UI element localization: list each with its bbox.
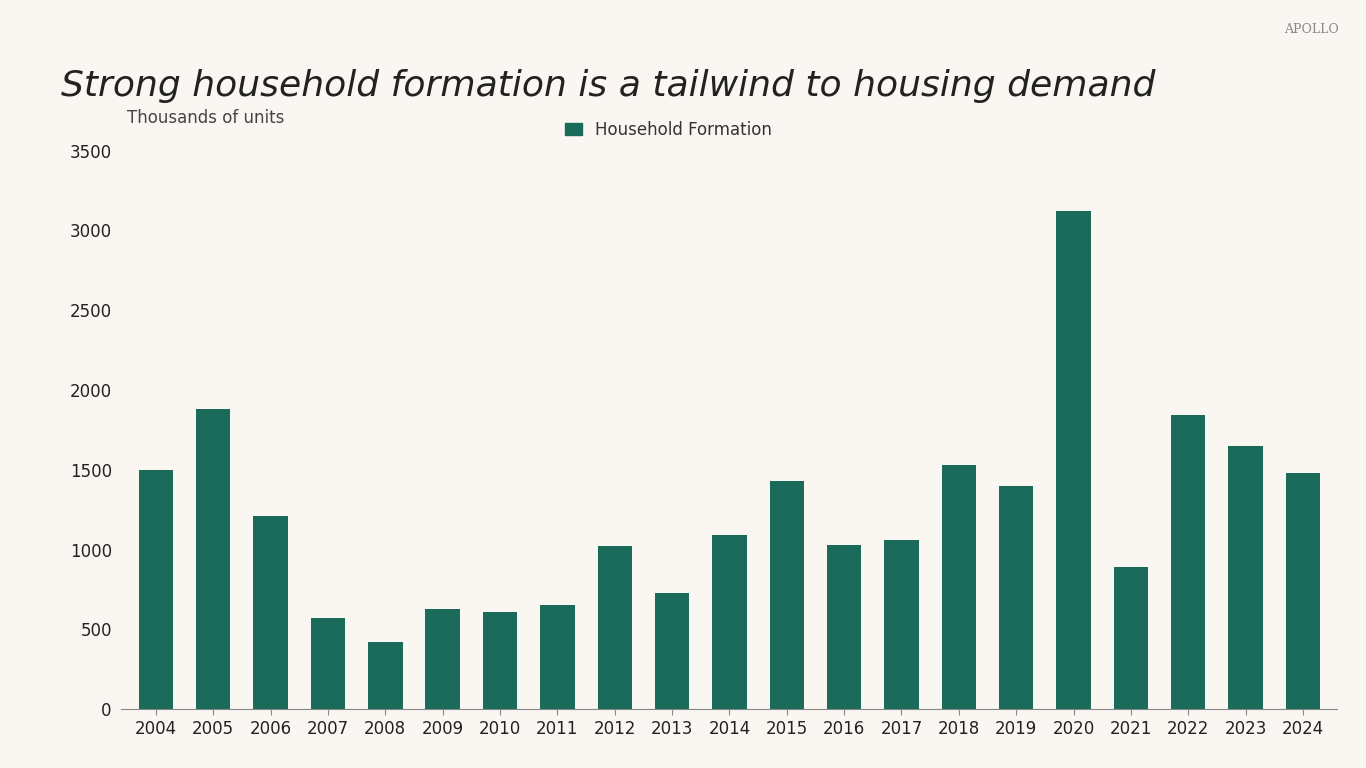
Bar [1113, 567, 1147, 709]
Text: APOLLO: APOLLO [1284, 23, 1339, 36]
Bar [769, 481, 805, 709]
Bar [654, 593, 690, 709]
Bar [597, 546, 632, 709]
Bar [367, 642, 403, 709]
Bar [941, 465, 977, 709]
Bar [482, 612, 518, 709]
Bar [1171, 415, 1205, 709]
Bar [139, 470, 173, 709]
Bar [884, 540, 919, 709]
Bar [197, 409, 231, 709]
Bar [712, 535, 747, 709]
Bar [310, 618, 346, 709]
Bar [540, 605, 575, 709]
Bar [425, 609, 460, 709]
Text: Thousands of units: Thousands of units [127, 108, 284, 127]
Bar [1056, 211, 1090, 709]
Bar [1228, 446, 1262, 709]
Text: Strong household formation is a tailwind to housing demand: Strong household formation is a tailwind… [61, 69, 1156, 103]
Bar [1285, 473, 1320, 709]
Bar [999, 485, 1033, 709]
Bar [254, 516, 288, 709]
Legend: Household Formation: Household Formation [559, 114, 779, 145]
Bar [826, 545, 862, 709]
